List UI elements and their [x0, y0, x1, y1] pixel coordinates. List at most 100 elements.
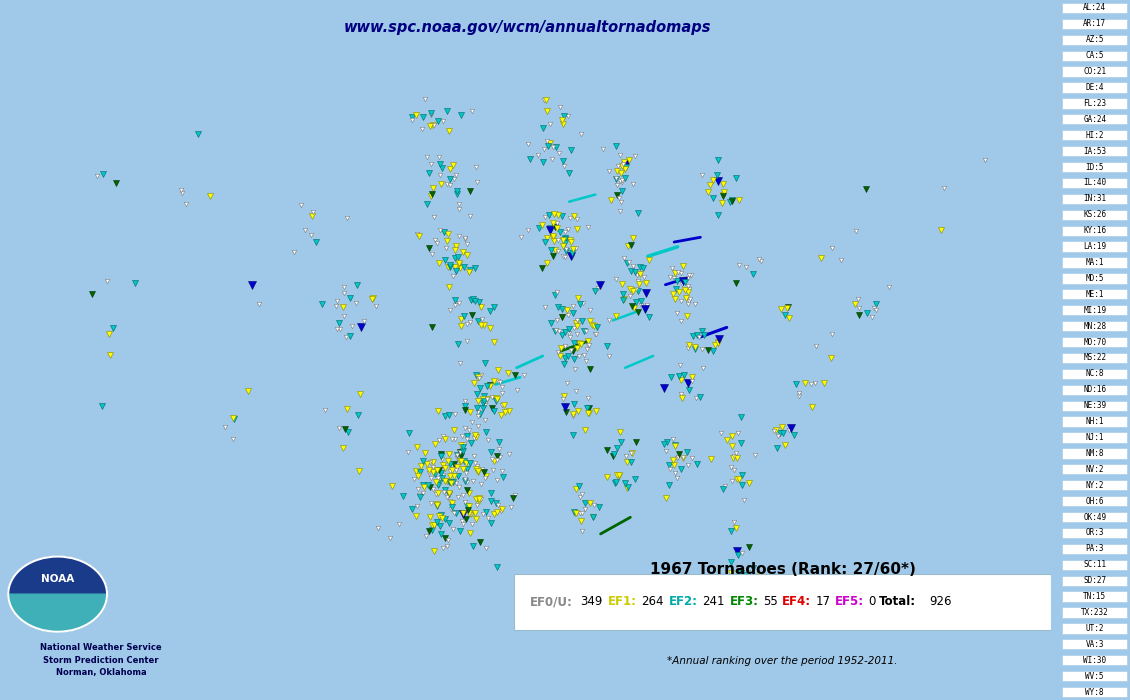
FancyBboxPatch shape — [1062, 400, 1127, 411]
Text: NE:39: NE:39 — [1084, 401, 1106, 410]
Text: OR:3: OR:3 — [1086, 528, 1104, 538]
FancyBboxPatch shape — [1062, 608, 1127, 617]
Text: AR:17: AR:17 — [1084, 20, 1106, 29]
Text: HI:2: HI:2 — [1086, 131, 1104, 140]
Circle shape — [8, 556, 107, 632]
Text: EF3:: EF3: — [730, 595, 758, 608]
FancyBboxPatch shape — [1062, 639, 1127, 650]
FancyBboxPatch shape — [1062, 416, 1127, 427]
FancyBboxPatch shape — [1062, 66, 1127, 77]
Text: IN:31: IN:31 — [1084, 195, 1106, 204]
Text: IA:53: IA:53 — [1084, 146, 1106, 155]
Text: MS:22: MS:22 — [1084, 354, 1106, 363]
Text: CO:21: CO:21 — [1084, 67, 1106, 76]
Text: DE:4: DE:4 — [1086, 83, 1104, 92]
Text: NJ:1: NJ:1 — [1086, 433, 1104, 442]
Text: National Weather Service
Storm Prediction Center
Norman, Oklahoma: National Weather Service Storm Predictio… — [41, 643, 162, 678]
Text: FL:23: FL:23 — [1084, 99, 1106, 108]
FancyBboxPatch shape — [1062, 528, 1127, 538]
Text: KS:26: KS:26 — [1084, 210, 1106, 219]
Text: IL:40: IL:40 — [1084, 178, 1106, 188]
Text: NH:1: NH:1 — [1086, 417, 1104, 426]
FancyBboxPatch shape — [1062, 98, 1127, 108]
Text: OH:6: OH:6 — [1086, 496, 1104, 505]
Text: *Annual ranking over the period 1952-2011.: *Annual ranking over the period 1952-201… — [668, 657, 897, 666]
FancyBboxPatch shape — [1062, 559, 1127, 570]
Text: TX:232: TX:232 — [1080, 608, 1109, 617]
Text: 264: 264 — [641, 595, 663, 608]
FancyBboxPatch shape — [1062, 480, 1127, 491]
Text: NY:2: NY:2 — [1086, 481, 1104, 490]
Text: NV:2: NV:2 — [1086, 465, 1104, 474]
FancyBboxPatch shape — [1062, 448, 1127, 458]
FancyBboxPatch shape — [1062, 289, 1127, 300]
FancyBboxPatch shape — [1062, 575, 1127, 586]
Text: NM:8: NM:8 — [1086, 449, 1104, 458]
Text: 17: 17 — [816, 595, 831, 608]
Text: MD:5: MD:5 — [1086, 274, 1104, 283]
Text: SC:11: SC:11 — [1084, 560, 1106, 569]
FancyBboxPatch shape — [1062, 321, 1127, 331]
FancyBboxPatch shape — [1062, 225, 1127, 236]
FancyBboxPatch shape — [1062, 337, 1127, 347]
FancyBboxPatch shape — [514, 575, 1051, 630]
FancyBboxPatch shape — [1062, 353, 1127, 363]
Text: 241: 241 — [702, 595, 724, 608]
Text: UT:2: UT:2 — [1086, 624, 1104, 633]
Text: MA:1: MA:1 — [1086, 258, 1104, 267]
Text: 55: 55 — [763, 595, 777, 608]
Text: GA:24: GA:24 — [1084, 115, 1106, 124]
Text: NOAA: NOAA — [41, 574, 75, 584]
FancyBboxPatch shape — [1062, 50, 1127, 61]
Text: EF5:: EF5: — [835, 595, 864, 608]
Text: NC:8: NC:8 — [1086, 370, 1104, 379]
FancyBboxPatch shape — [1062, 241, 1127, 252]
Text: www.spc.noaa.gov/wcm/annualtornadomaps: www.spc.noaa.gov/wcm/annualtornadomaps — [344, 20, 712, 34]
Text: LA:19: LA:19 — [1084, 242, 1106, 251]
FancyBboxPatch shape — [1062, 305, 1127, 316]
FancyBboxPatch shape — [1062, 130, 1127, 141]
Text: 0: 0 — [868, 595, 876, 608]
FancyBboxPatch shape — [1062, 178, 1127, 188]
FancyBboxPatch shape — [1062, 655, 1127, 666]
Text: MN:28: MN:28 — [1084, 321, 1106, 330]
Text: TN:15: TN:15 — [1084, 592, 1106, 601]
FancyBboxPatch shape — [1062, 3, 1127, 13]
Text: AL:24: AL:24 — [1084, 4, 1106, 13]
FancyBboxPatch shape — [1062, 146, 1127, 156]
Text: Total:: Total: — [879, 595, 916, 608]
Text: MI:19: MI:19 — [1084, 306, 1106, 315]
FancyBboxPatch shape — [1062, 544, 1127, 554]
Text: SD:27: SD:27 — [1084, 576, 1106, 585]
Text: EF0/U:: EF0/U: — [530, 595, 573, 608]
FancyBboxPatch shape — [1062, 512, 1127, 522]
FancyBboxPatch shape — [1062, 19, 1127, 29]
Text: EF4:: EF4: — [782, 595, 811, 608]
FancyBboxPatch shape — [1062, 194, 1127, 204]
FancyBboxPatch shape — [1062, 273, 1127, 284]
FancyBboxPatch shape — [1062, 34, 1127, 45]
Text: PA:3: PA:3 — [1086, 545, 1104, 554]
Text: AZ:5: AZ:5 — [1086, 35, 1104, 44]
Text: WY:8: WY:8 — [1086, 687, 1104, 696]
Text: ID:5: ID:5 — [1086, 162, 1104, 172]
Text: ND:16: ND:16 — [1084, 385, 1106, 394]
FancyBboxPatch shape — [1062, 162, 1127, 172]
FancyBboxPatch shape — [1062, 433, 1127, 442]
FancyBboxPatch shape — [1062, 592, 1127, 602]
FancyBboxPatch shape — [1062, 114, 1127, 125]
FancyBboxPatch shape — [1062, 687, 1127, 697]
FancyBboxPatch shape — [1062, 384, 1127, 395]
Text: 349: 349 — [580, 595, 602, 608]
Text: 926: 926 — [929, 595, 951, 608]
Text: MO:70: MO:70 — [1084, 337, 1106, 346]
Text: EF1:: EF1: — [608, 595, 637, 608]
Text: WV:5: WV:5 — [1086, 671, 1104, 680]
FancyBboxPatch shape — [1062, 623, 1127, 634]
FancyBboxPatch shape — [1062, 464, 1127, 475]
Text: EF2:: EF2: — [669, 595, 697, 608]
Text: ME:1: ME:1 — [1086, 290, 1104, 299]
FancyBboxPatch shape — [1062, 369, 1127, 379]
Text: WI:30: WI:30 — [1084, 656, 1106, 665]
FancyBboxPatch shape — [1062, 496, 1127, 506]
